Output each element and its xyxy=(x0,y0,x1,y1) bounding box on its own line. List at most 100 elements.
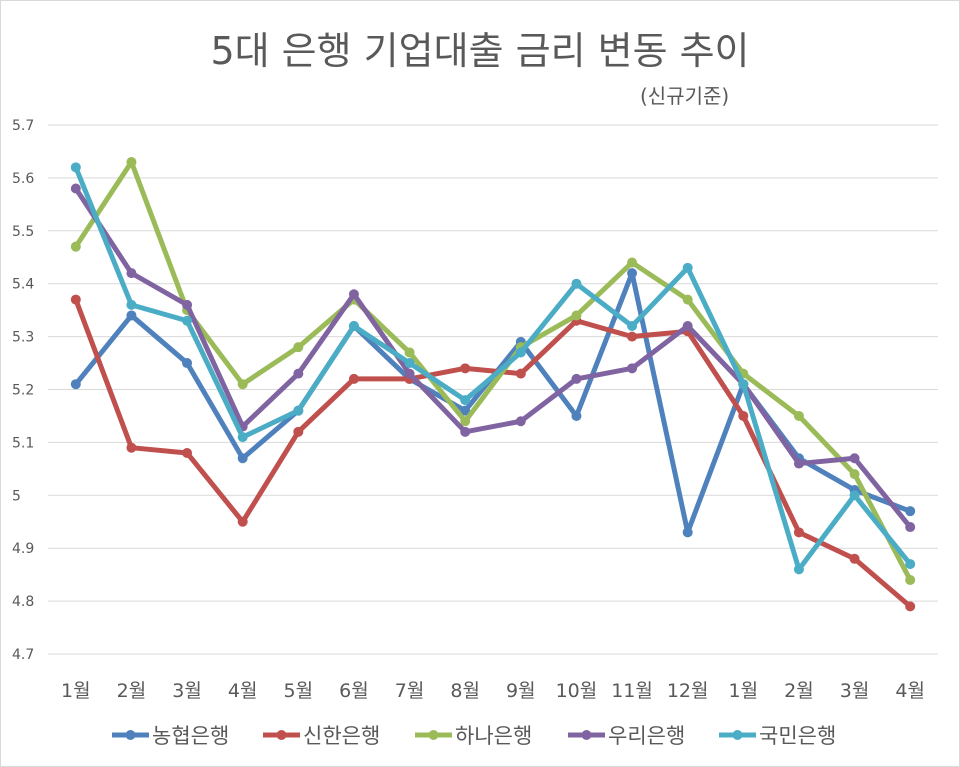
x-tick-label: 12월 xyxy=(667,680,709,702)
data-point xyxy=(126,299,137,310)
data-point xyxy=(460,363,471,374)
data-point xyxy=(682,262,693,273)
legend-item: 하나은행 xyxy=(415,724,532,748)
x-axis: 1월 2월 3월 4월 5월 6월 7월 8월 9월 10월 11월 12월 1월 2월 3월 4월 xyxy=(61,680,925,702)
data-point xyxy=(627,363,638,374)
legend-swatch-marker xyxy=(276,730,287,740)
data-point xyxy=(70,379,81,390)
data-point xyxy=(126,310,137,321)
legend-label: 우리은행 xyxy=(608,724,685,748)
data-point xyxy=(793,527,804,538)
gridlines xyxy=(48,124,938,655)
data-point xyxy=(70,162,81,173)
data-point xyxy=(126,157,137,168)
y-tick-label: 4.9 xyxy=(12,541,34,557)
y-axis: 4.7 4.8 4.9 5 5.1 5.2 5.3 5.4 5.5 5.6 5.7 xyxy=(12,118,34,663)
legend: 농협은행 신한은행 하나은행 우리은행 국민은행 xyxy=(112,724,836,748)
data-point xyxy=(348,321,359,332)
data-point xyxy=(682,321,693,332)
chart-title: 5대 은행 기업대출 금리 변동 추이 xyxy=(210,29,750,73)
series-line xyxy=(73,187,913,529)
data-point xyxy=(460,426,471,437)
data-point xyxy=(126,268,137,279)
data-point xyxy=(905,522,916,533)
y-tick-label: 5.2 xyxy=(12,383,34,399)
y-tick-label: 5.6 xyxy=(12,171,34,187)
series-line xyxy=(73,159,913,582)
data-point xyxy=(849,553,860,564)
data-point xyxy=(849,453,860,464)
series-layer xyxy=(70,157,916,612)
data-point xyxy=(460,405,471,416)
x-tick-label: 6월 xyxy=(339,680,369,702)
legend-label: 하나은행 xyxy=(455,724,532,748)
data-point xyxy=(571,278,582,289)
y-tick-label: 5.5 xyxy=(12,224,34,240)
data-point xyxy=(627,331,638,342)
data-point xyxy=(182,315,193,326)
data-point xyxy=(293,426,304,437)
x-tick-label: 11월 xyxy=(611,680,653,702)
data-point xyxy=(682,294,693,305)
data-point xyxy=(793,458,804,469)
series-농협은행 xyxy=(70,268,916,538)
x-tick-label: 8월 xyxy=(450,680,480,702)
data-point xyxy=(182,299,193,310)
data-point xyxy=(126,442,137,453)
data-point xyxy=(237,516,248,527)
legend-label: 국민은행 xyxy=(759,724,836,748)
data-point xyxy=(460,395,471,406)
data-point xyxy=(293,405,304,416)
data-point xyxy=(738,379,749,390)
series-우리은행 xyxy=(70,183,916,533)
data-point xyxy=(70,183,81,194)
y-tick-label: 5.7 xyxy=(12,118,34,134)
data-point xyxy=(627,268,638,279)
data-point xyxy=(348,289,359,300)
data-point xyxy=(293,368,304,379)
y-tick-label: 4.8 xyxy=(12,594,34,610)
data-point xyxy=(849,490,860,501)
x-tick-label: 4월 xyxy=(895,680,925,702)
x-tick-label: 10월 xyxy=(556,680,598,702)
data-point xyxy=(404,358,415,369)
data-point xyxy=(182,447,193,458)
x-tick-label: 7월 xyxy=(395,680,425,702)
data-point xyxy=(793,564,804,575)
data-point xyxy=(627,321,638,332)
data-point xyxy=(460,416,471,427)
data-point xyxy=(293,342,304,353)
legend-swatch-marker xyxy=(581,730,592,740)
data-point xyxy=(348,373,359,384)
data-point xyxy=(905,506,916,517)
legend-item: 농협은행 xyxy=(112,724,229,748)
data-point xyxy=(515,416,526,427)
data-point xyxy=(515,368,526,379)
y-tick-label: 5 xyxy=(12,488,21,504)
x-tick-label: 2월 xyxy=(117,680,147,702)
data-point xyxy=(404,347,415,358)
data-point xyxy=(404,368,415,379)
legend-swatch-marker xyxy=(732,730,743,740)
legend-item: 우리은행 xyxy=(568,724,685,748)
legend-swatch-marker xyxy=(428,730,439,740)
x-tick-label: 3월 xyxy=(172,680,202,702)
chart-subtitle: (신규기준) xyxy=(640,84,730,108)
x-tick-label: 2월 xyxy=(784,680,814,702)
legend-item: 국민은행 xyxy=(719,724,836,748)
data-point xyxy=(237,432,248,443)
legend-swatch-marker xyxy=(125,730,136,740)
x-tick-label: 1월 xyxy=(729,680,759,702)
data-point xyxy=(905,574,916,585)
y-tick-label: 5.1 xyxy=(12,435,34,451)
series-line xyxy=(73,166,913,572)
x-tick-label: 1월 xyxy=(61,680,91,702)
x-tick-label: 9월 xyxy=(506,680,536,702)
data-point xyxy=(627,257,638,268)
data-point xyxy=(849,469,860,480)
legend-label: 신한은행 xyxy=(303,724,380,748)
data-point xyxy=(70,294,81,305)
data-point xyxy=(682,527,693,538)
legend-label: 농협은행 xyxy=(152,724,229,748)
y-tick-label: 5.4 xyxy=(12,277,34,293)
